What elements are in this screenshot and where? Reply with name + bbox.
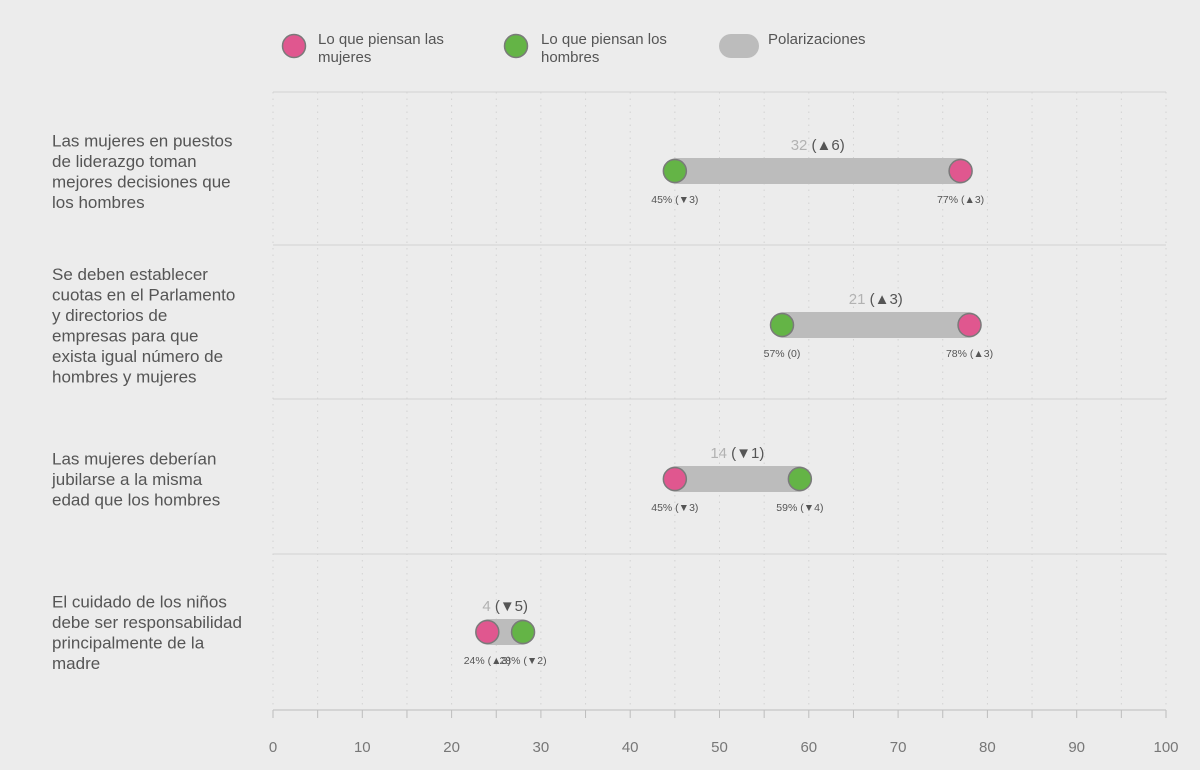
legend: Lo que piensan las mujeres Lo que piensan… xyxy=(281,31,866,66)
gap-bar xyxy=(663,158,973,184)
x-tick-label: 50 xyxy=(711,739,728,756)
question-line: madre xyxy=(52,654,100,673)
legend-women-swatch xyxy=(281,33,307,59)
gap-value: 14 xyxy=(710,445,727,462)
men-marker xyxy=(787,466,813,492)
question-line: principalmente de la xyxy=(52,633,205,652)
x-tick-label: 90 xyxy=(1068,739,1085,756)
x-tick-label: 30 xyxy=(533,739,550,756)
question-line: mejores decisiones que xyxy=(52,172,231,191)
question-line: cuotas en el Parlamento xyxy=(52,285,235,304)
gap-change: (▲3) xyxy=(865,291,902,308)
men-marker xyxy=(510,619,536,645)
question-label: El cuidado de los niños debe ser responsa… xyxy=(52,592,242,673)
chart-row: Se deben establecer cuotas en el Parlamen… xyxy=(52,265,993,387)
gap-value: 4 xyxy=(482,598,490,615)
men-marker xyxy=(769,312,795,338)
gap-change: (▼5) xyxy=(491,598,528,615)
question-line: jubilarse a la misma xyxy=(51,470,203,489)
question-line: y directorios de xyxy=(52,306,167,325)
question-line: de liderazgo toman xyxy=(52,152,197,171)
question-line: edad que los hombres xyxy=(52,491,220,510)
legend-item-men: Lo que piensan los hombres xyxy=(503,31,667,66)
legend-gap-swatch xyxy=(719,34,759,58)
legend-gap-label: Polarizaciones xyxy=(768,31,866,48)
question-line: Se deben establecer xyxy=(52,265,208,284)
x-tick-label: 60 xyxy=(800,739,817,756)
gap-label: 14 (▼1) xyxy=(710,445,764,462)
gap-bar xyxy=(663,466,812,492)
chart-row: Las mujeres en puestos de liderazgo toman… xyxy=(52,131,984,212)
gap-change: (▲6) xyxy=(807,137,844,154)
question-label: Las mujeres deberían jubilarse a la misma… xyxy=(51,450,220,510)
women-value-label: 78% (▲3) xyxy=(946,348,993,360)
x-tick-label: 0 xyxy=(269,739,277,756)
men-value-label: 57% (0) xyxy=(764,348,801,360)
women-value-label: 24% (▲3) xyxy=(464,655,511,667)
legend-item-gap: Polarizaciones xyxy=(719,31,866,58)
women-value-label: 77% (▲3) xyxy=(937,194,984,206)
legend-item-women: Lo que piensan las mujeres xyxy=(281,31,444,66)
question-line: El cuidado de los niños xyxy=(52,592,227,611)
men-value-label: 45% (▼3) xyxy=(651,194,698,206)
x-tick-label: 40 xyxy=(622,739,639,756)
question-line: empresas para que xyxy=(52,326,198,345)
men-value-label: 59% (▼4) xyxy=(776,502,823,514)
women-marker xyxy=(957,312,982,338)
gap-value: 21 xyxy=(849,291,866,308)
question-line: exista igual número de xyxy=(52,347,223,366)
question-label: Se deben establecer cuotas en el Parlamen… xyxy=(52,265,235,387)
x-tick-label: 80 xyxy=(979,739,996,756)
chart-row: El cuidado de los niños debe ser responsa… xyxy=(52,592,547,673)
women-value-label: 45% (▼3) xyxy=(651,502,698,514)
men-marker xyxy=(662,158,688,184)
x-tick-label: 70 xyxy=(890,739,907,756)
question-line: Las mujeres en puestos xyxy=(52,131,233,150)
women-marker xyxy=(948,158,973,184)
x-tick-label: 20 xyxy=(443,739,460,756)
legend-women-label: Lo que piensan las mujeres xyxy=(318,31,444,66)
legend-men-swatch xyxy=(503,33,529,59)
gap-bar xyxy=(770,312,982,338)
gap-label: 21 (▲3) xyxy=(849,291,903,308)
question-line: los hombres xyxy=(52,193,145,212)
x-tick-label: 100 xyxy=(1153,739,1178,756)
gap-label: 32 (▲6) xyxy=(791,137,845,154)
question-line: debe ser responsabilidad xyxy=(52,613,242,632)
grid xyxy=(272,91,1167,708)
question-line: hombres y mujeres xyxy=(52,367,197,386)
women-marker xyxy=(475,619,500,645)
legend-men-label: Lo que piensan los hombres xyxy=(541,31,667,66)
x-tick-label: 10 xyxy=(354,739,371,756)
gap-value: 32 xyxy=(791,137,808,154)
chart-row: Las mujeres deberían jubilarse a la misma… xyxy=(51,445,823,514)
question-line: Las mujeres deberían xyxy=(52,450,216,469)
gap-change: (▼1) xyxy=(727,445,764,462)
chart-rows: Las mujeres en puestos de liderazgo toman… xyxy=(51,131,993,673)
men-value-label: 28% (▼2) xyxy=(499,655,546,667)
women-marker xyxy=(662,466,688,492)
question-label: Las mujeres en puestos de liderazgo toman… xyxy=(52,131,233,212)
x-axis: 0 10 20 30 40 50 60 70 80 90 100 xyxy=(269,709,1179,756)
gap-label: 4 (▼5) xyxy=(482,598,528,615)
